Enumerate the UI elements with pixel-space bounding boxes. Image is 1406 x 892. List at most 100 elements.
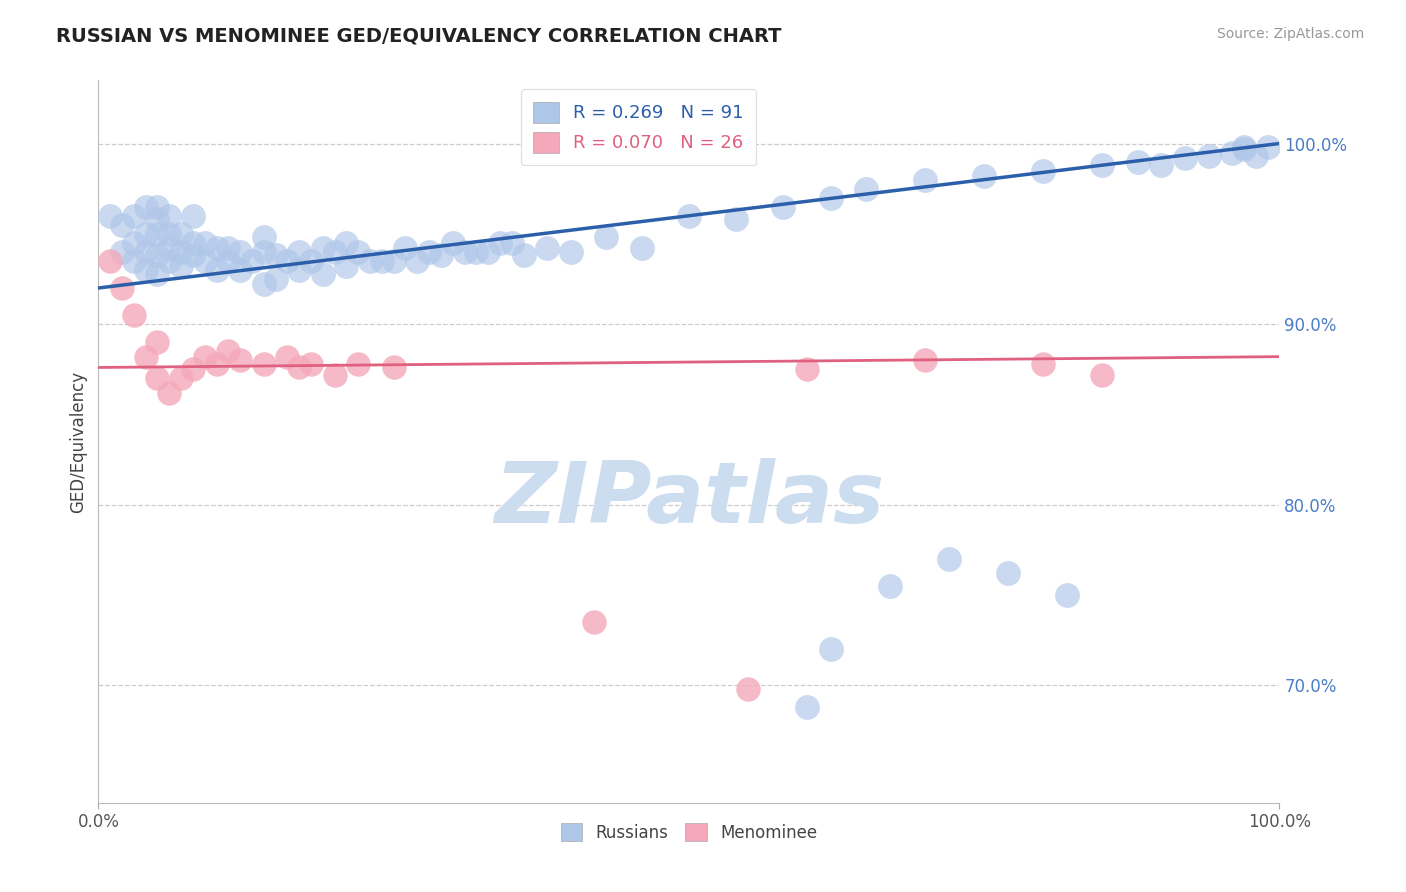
Point — [157, 385, 180, 400]
Point — [264, 248, 287, 262]
Point — [512, 248, 534, 262]
Point — [288, 244, 311, 259]
Point — [382, 360, 405, 375]
Point — [205, 241, 228, 255]
Point — [157, 227, 180, 241]
Point — [229, 353, 252, 368]
Point — [914, 353, 936, 368]
Point — [312, 241, 335, 255]
Point — [229, 244, 252, 259]
Point — [170, 227, 193, 241]
Point — [288, 360, 311, 375]
Point — [217, 241, 239, 255]
Point — [1233, 140, 1256, 154]
Point — [135, 200, 157, 214]
Point — [205, 357, 228, 371]
Point — [501, 235, 523, 250]
Point — [1233, 142, 1256, 156]
Point — [146, 371, 169, 385]
Point — [288, 263, 311, 277]
Text: Source: ZipAtlas.com: Source: ZipAtlas.com — [1216, 27, 1364, 41]
Point — [914, 172, 936, 186]
Point — [194, 235, 217, 250]
Point — [146, 227, 169, 241]
Point — [122, 235, 145, 250]
Point — [1126, 154, 1149, 169]
Point — [111, 281, 134, 295]
Point — [146, 200, 169, 214]
Point — [299, 253, 322, 268]
Point — [299, 357, 322, 371]
Point — [335, 235, 357, 250]
Point — [146, 248, 169, 262]
Point — [441, 235, 464, 250]
Point — [630, 241, 652, 255]
Point — [253, 244, 276, 259]
Point — [371, 253, 394, 268]
Point — [98, 253, 121, 268]
Point — [170, 371, 193, 385]
Point — [194, 350, 217, 364]
Point — [264, 272, 287, 286]
Point — [146, 267, 169, 281]
Point — [772, 200, 794, 214]
Point — [229, 263, 252, 277]
Point — [181, 235, 204, 250]
Point — [170, 244, 193, 259]
Point — [181, 362, 204, 376]
Point — [489, 235, 512, 250]
Point — [157, 253, 180, 268]
Point — [217, 253, 239, 268]
Point — [465, 244, 488, 259]
Text: RUSSIAN VS MENOMINEE GED/EQUIVALENCY CORRELATION CHART: RUSSIAN VS MENOMINEE GED/EQUIVALENCY COR… — [56, 27, 782, 45]
Point — [194, 253, 217, 268]
Point — [122, 308, 145, 322]
Point — [217, 344, 239, 359]
Point — [1150, 158, 1173, 172]
Point — [1091, 158, 1114, 172]
Point — [359, 253, 381, 268]
Point — [406, 253, 429, 268]
Point — [394, 241, 416, 255]
Point — [146, 212, 169, 227]
Point — [536, 241, 558, 255]
Point — [111, 244, 134, 259]
Point — [796, 362, 818, 376]
Point — [135, 244, 157, 259]
Point — [181, 209, 204, 223]
Point — [253, 230, 276, 244]
Point — [312, 267, 335, 281]
Point — [146, 335, 169, 350]
Point — [1091, 368, 1114, 382]
Point — [276, 253, 298, 268]
Point — [135, 227, 157, 241]
Point — [135, 263, 157, 277]
Point — [240, 253, 263, 268]
Y-axis label: GED/Equivalency: GED/Equivalency — [69, 370, 87, 513]
Point — [418, 244, 440, 259]
Point — [477, 244, 499, 259]
Point — [323, 368, 346, 382]
Point — [796, 700, 818, 714]
Point — [98, 209, 121, 223]
Point — [820, 191, 842, 205]
Point — [347, 357, 370, 371]
Point — [135, 350, 157, 364]
Point — [820, 642, 842, 657]
Point — [737, 681, 759, 696]
Point — [560, 244, 582, 259]
Point — [1032, 163, 1054, 178]
Point — [430, 248, 453, 262]
Point — [595, 230, 617, 244]
Point — [276, 350, 298, 364]
Point — [678, 209, 700, 223]
Point — [1257, 140, 1279, 154]
Point — [938, 552, 960, 566]
Point — [122, 209, 145, 223]
Point — [181, 248, 204, 262]
Point — [855, 181, 877, 195]
Point — [157, 209, 180, 223]
Point — [1032, 357, 1054, 371]
Point — [382, 253, 405, 268]
Point — [122, 253, 145, 268]
